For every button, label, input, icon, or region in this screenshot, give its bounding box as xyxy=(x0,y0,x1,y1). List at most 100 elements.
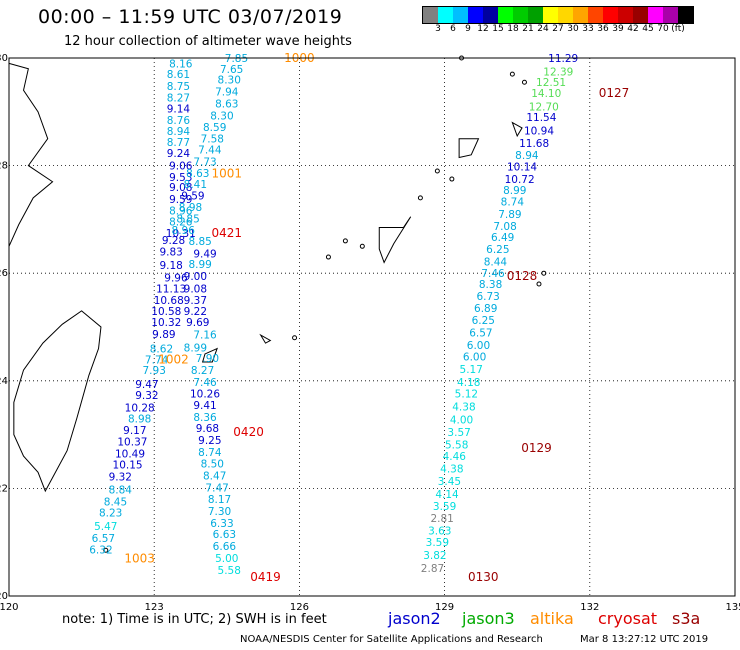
legend-jason2: jason2 xyxy=(388,609,441,628)
color-scale-label: 12 xyxy=(477,24,489,34)
wave-height-value: 10.49 xyxy=(115,448,145,460)
color-scale-swatch xyxy=(528,7,543,23)
ryukyu-island-outline xyxy=(378,216,412,264)
y-tick-label: 28 xyxy=(0,161,8,172)
color-scale-swatch xyxy=(498,7,513,23)
color-scale-swatch xyxy=(468,7,483,23)
wave-height-value: 9.49 xyxy=(193,248,216,260)
wave-height-value: 9.37 xyxy=(184,295,207,307)
legend-s3a: s3a xyxy=(672,609,701,628)
wave-height-value: 8.30 xyxy=(218,75,241,87)
wave-height-value: 6.25 xyxy=(486,244,509,256)
wave-height-value: 8.27 xyxy=(167,92,190,104)
wave-height-value: 8.96 xyxy=(172,225,196,237)
wave-height-value: 8.94 xyxy=(515,150,539,162)
color-scale-swatch xyxy=(633,7,648,23)
wave-height-value: 9.32 xyxy=(135,390,158,402)
wave-height-value: 7.58 xyxy=(201,134,224,146)
color-scale-label: 27 xyxy=(552,24,564,34)
x-tick-label: 132 xyxy=(580,602,599,613)
wave-height-value: 9.14 xyxy=(167,104,191,116)
pass-time-tag: 0130 xyxy=(468,570,499,584)
color-scale-swatch xyxy=(648,7,663,23)
wave-height-value: 6.63 xyxy=(213,529,236,541)
wave-height-value: 6.32 xyxy=(89,545,112,557)
x-tick-label: 123 xyxy=(145,602,164,613)
wave-height-value: 9.69 xyxy=(186,317,209,329)
color-scale-swatch xyxy=(573,7,588,23)
map-title: 00:00 – 11:59 UTC 03/07/2019 xyxy=(38,6,343,28)
wave-height-value: 10.58 xyxy=(151,306,181,318)
wave-height-value: 6.57 xyxy=(469,327,492,339)
wave-height-value: 8.99 xyxy=(503,185,526,197)
wave-height-value: 3.82 xyxy=(423,550,446,562)
color-scale-label: 36 xyxy=(597,24,609,34)
wave-height-value: 9.83 xyxy=(159,247,182,259)
wave-height-value: 8.84 xyxy=(109,484,133,496)
footer-note: note: 1) Time is in UTC; 2) SWH is in fe… xyxy=(62,612,327,627)
wave-height-value: 8.44 xyxy=(484,256,508,268)
color-scale-label: 33 xyxy=(582,24,594,34)
wave-height-value: 11.29 xyxy=(548,53,578,65)
ishigaki-island-outline xyxy=(201,347,218,363)
y-tick-label: 30 xyxy=(0,53,8,64)
wave-height-value: 9.24 xyxy=(167,148,191,160)
wave-height-value: 10.68 xyxy=(154,295,184,307)
y-tick-label: 26 xyxy=(0,268,8,279)
wave-height-value: 8.16 xyxy=(169,58,193,70)
wave-height-value: 8.26 xyxy=(169,217,193,229)
wave-height-value: 9.22 xyxy=(184,306,207,318)
wave-height-value: 3.45 xyxy=(438,476,461,488)
wave-height-value: 8.38 xyxy=(479,279,502,291)
wave-height-value: 9.41 xyxy=(193,400,216,412)
wave-height-value: 8.99 xyxy=(184,342,207,354)
wave-height-value: 8.94 xyxy=(167,126,191,138)
wave-height-value: 6.73 xyxy=(476,291,499,303)
color-scale-swatch xyxy=(543,7,558,23)
y-tick-label: 22 xyxy=(0,483,8,494)
wave-height-value: 8.74 xyxy=(198,447,222,459)
wave-height-value: 8.77 xyxy=(167,137,190,149)
wave-height-value: 7.16 xyxy=(193,330,217,342)
wave-height-value: 14.10 xyxy=(531,88,561,100)
wave-height-value: 8.23 xyxy=(99,508,122,520)
color-scale-label: 30 xyxy=(567,24,579,34)
color-scale-label: 39 xyxy=(612,24,624,34)
pass-time-tag: 0128 xyxy=(507,269,538,283)
wave-height-value: 7.93 xyxy=(143,365,166,377)
wave-height-value: 12.51 xyxy=(536,77,566,89)
lat-lon-grid xyxy=(9,58,735,596)
wave-height-value: 8.27 xyxy=(191,365,214,377)
pass-time-tag: 0129 xyxy=(521,441,552,455)
wave-height-value: 5.00 xyxy=(215,553,238,565)
small-island xyxy=(449,176,455,182)
wave-height-value: 7.30 xyxy=(208,506,231,518)
wave-height-value: 8.45 xyxy=(104,496,127,508)
wave-height-value: 7.44 xyxy=(198,144,222,156)
wave-height-value: 8.36 xyxy=(193,412,217,424)
small-island xyxy=(521,79,527,85)
wave-height-value: 6.33 xyxy=(210,518,233,530)
wave-height-value: 10.28 xyxy=(125,403,155,415)
wave-height-value: 6.25 xyxy=(472,315,495,327)
wave-height-value: 9.32 xyxy=(109,472,132,484)
amami-island-outline xyxy=(458,138,480,159)
color-scale-swatch xyxy=(678,7,693,23)
color-scale-swatch xyxy=(663,7,678,23)
pass-time-tag: 1002 xyxy=(158,352,189,366)
wave-height-value: 12.70 xyxy=(529,101,559,113)
small-island xyxy=(541,270,547,276)
wave-height-value: 7.90 xyxy=(196,353,219,365)
wave-height-value: 9.28 xyxy=(162,235,185,247)
x-tick-label: 126 xyxy=(290,602,309,613)
wave-height-value: 7.46 xyxy=(193,377,217,389)
wave-height-value: 11.68 xyxy=(519,138,549,150)
wave-height-value: 6.57 xyxy=(92,533,115,545)
wave-height-value: 5.17 xyxy=(460,364,483,376)
color-scale-label: 18 xyxy=(507,24,519,34)
color-scale-swatch xyxy=(513,7,528,23)
wave-height-value: 10.37 xyxy=(117,437,147,449)
wave-height-value: 7.46 xyxy=(481,268,505,280)
altimeter-observations: 8.168.618.758.279.148.768.948.779.249.06… xyxy=(89,53,578,577)
wave-height-value: 9.08 xyxy=(184,283,207,295)
